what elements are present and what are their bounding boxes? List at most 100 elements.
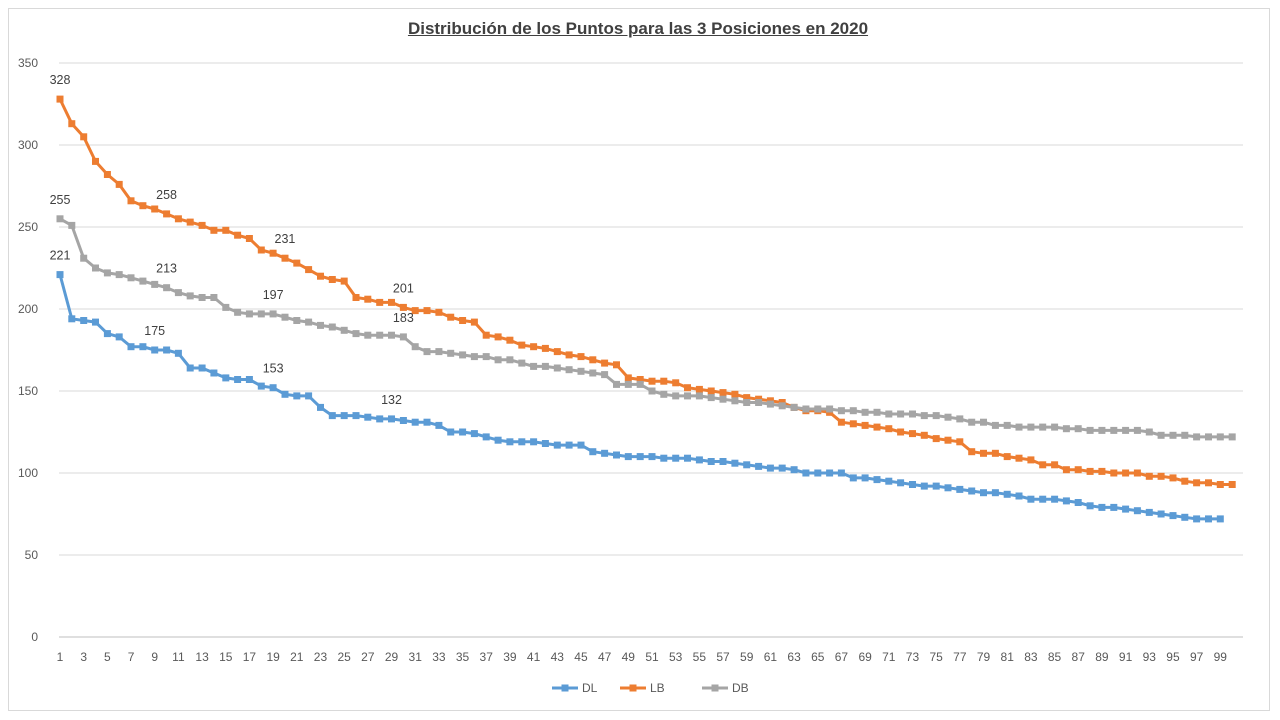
data-point: [399, 417, 407, 424]
data-point: [909, 481, 916, 488]
data-point: [920, 412, 928, 420]
data-point: [814, 469, 822, 477]
data-point: [139, 277, 147, 285]
data-point: [956, 485, 964, 493]
data-point: [1145, 428, 1153, 436]
data-point: [885, 477, 893, 485]
x-tick-label: 67: [835, 650, 849, 664]
x-tick-label: 69: [858, 650, 872, 664]
data-point: [1039, 495, 1047, 503]
data-point: [837, 418, 845, 426]
data-point: [186, 292, 194, 300]
data-point: [506, 438, 514, 446]
data-point: [470, 430, 478, 438]
data-point: [968, 487, 976, 495]
data-point: [411, 307, 419, 315]
data-point: [932, 412, 940, 420]
data-label: 175: [144, 324, 165, 338]
data-point: [1086, 502, 1094, 510]
data-point: [1145, 472, 1153, 480]
data-point: [127, 274, 135, 282]
data-point: [139, 343, 147, 351]
data-point: [281, 254, 289, 262]
x-tick-label: 41: [527, 650, 541, 664]
x-tick-label: 65: [811, 650, 825, 664]
data-point: [482, 353, 490, 361]
gridlines: [59, 62, 1243, 638]
data-point: [707, 458, 715, 465]
data-point: [56, 95, 64, 103]
data-point: [447, 349, 455, 357]
data-point: [1205, 433, 1212, 441]
data-point: [222, 374, 230, 382]
data-point: [352, 294, 360, 301]
data-point: [897, 410, 905, 418]
y-tick-label: 0: [31, 630, 38, 644]
data-point: [269, 249, 277, 257]
data-point: [648, 453, 656, 461]
data-point: [565, 351, 573, 359]
data-point: [186, 364, 194, 372]
data-point: [388, 298, 395, 306]
data-point: [932, 435, 940, 443]
x-tick-label: 71: [882, 650, 896, 664]
data-point: [849, 420, 857, 428]
data-point: [873, 476, 881, 484]
data-point: [695, 392, 703, 400]
data-point: [459, 351, 467, 359]
data-point: [766, 464, 774, 472]
y-tick-label: 300: [18, 138, 38, 152]
data-point: [1122, 469, 1130, 477]
data-point: [553, 441, 561, 449]
data-point: [1133, 469, 1141, 477]
data-point: [115, 180, 123, 188]
x-tick-label: 61: [764, 650, 778, 664]
data-point: [352, 330, 360, 338]
data-point: [530, 362, 538, 370]
data-point: [1086, 467, 1094, 475]
data-point: [1062, 497, 1070, 505]
x-tick-label: 49: [622, 650, 636, 664]
x-tick-label: 39: [503, 650, 517, 664]
data-point: [1193, 479, 1201, 487]
data-point: [814, 405, 822, 413]
data-point: [340, 277, 348, 285]
series-dl: [56, 271, 1224, 523]
chart-title: Distribución de los Puntos para las 3 Po…: [407, 19, 869, 38]
data-point: [103, 269, 111, 277]
y-tick-label: 350: [18, 56, 38, 70]
data-point: [672, 379, 680, 387]
data-point: [139, 202, 147, 210]
data-point: [1157, 472, 1165, 480]
data-point: [92, 157, 99, 165]
data-point: [423, 307, 431, 315]
data-point: [1169, 431, 1177, 439]
data-point: [766, 400, 774, 408]
data-point: [305, 266, 313, 274]
data-point: [399, 303, 407, 311]
data-point: [174, 349, 182, 357]
data-point: [636, 376, 644, 383]
data-point: [1193, 433, 1201, 441]
legend-label: DL: [582, 681, 598, 695]
legend-label: LB: [650, 681, 665, 695]
data-point: [601, 449, 609, 457]
x-tick-label: 75: [929, 650, 943, 664]
data-point: [719, 395, 727, 403]
data-point: [518, 341, 526, 349]
data-point: [1181, 513, 1189, 521]
data-point: [269, 310, 277, 318]
data-point: [293, 259, 301, 267]
data-point: [174, 215, 182, 223]
data-point: [1122, 426, 1130, 434]
data-point: [1228, 481, 1236, 488]
data-point: [577, 353, 585, 361]
x-tick-label: 47: [598, 650, 612, 664]
data-point: [281, 313, 289, 321]
data-point: [553, 348, 561, 356]
data-point: [577, 441, 585, 449]
data-point: [897, 428, 905, 436]
data-point: [684, 392, 691, 400]
legend-item-lb: LB: [620, 681, 665, 695]
